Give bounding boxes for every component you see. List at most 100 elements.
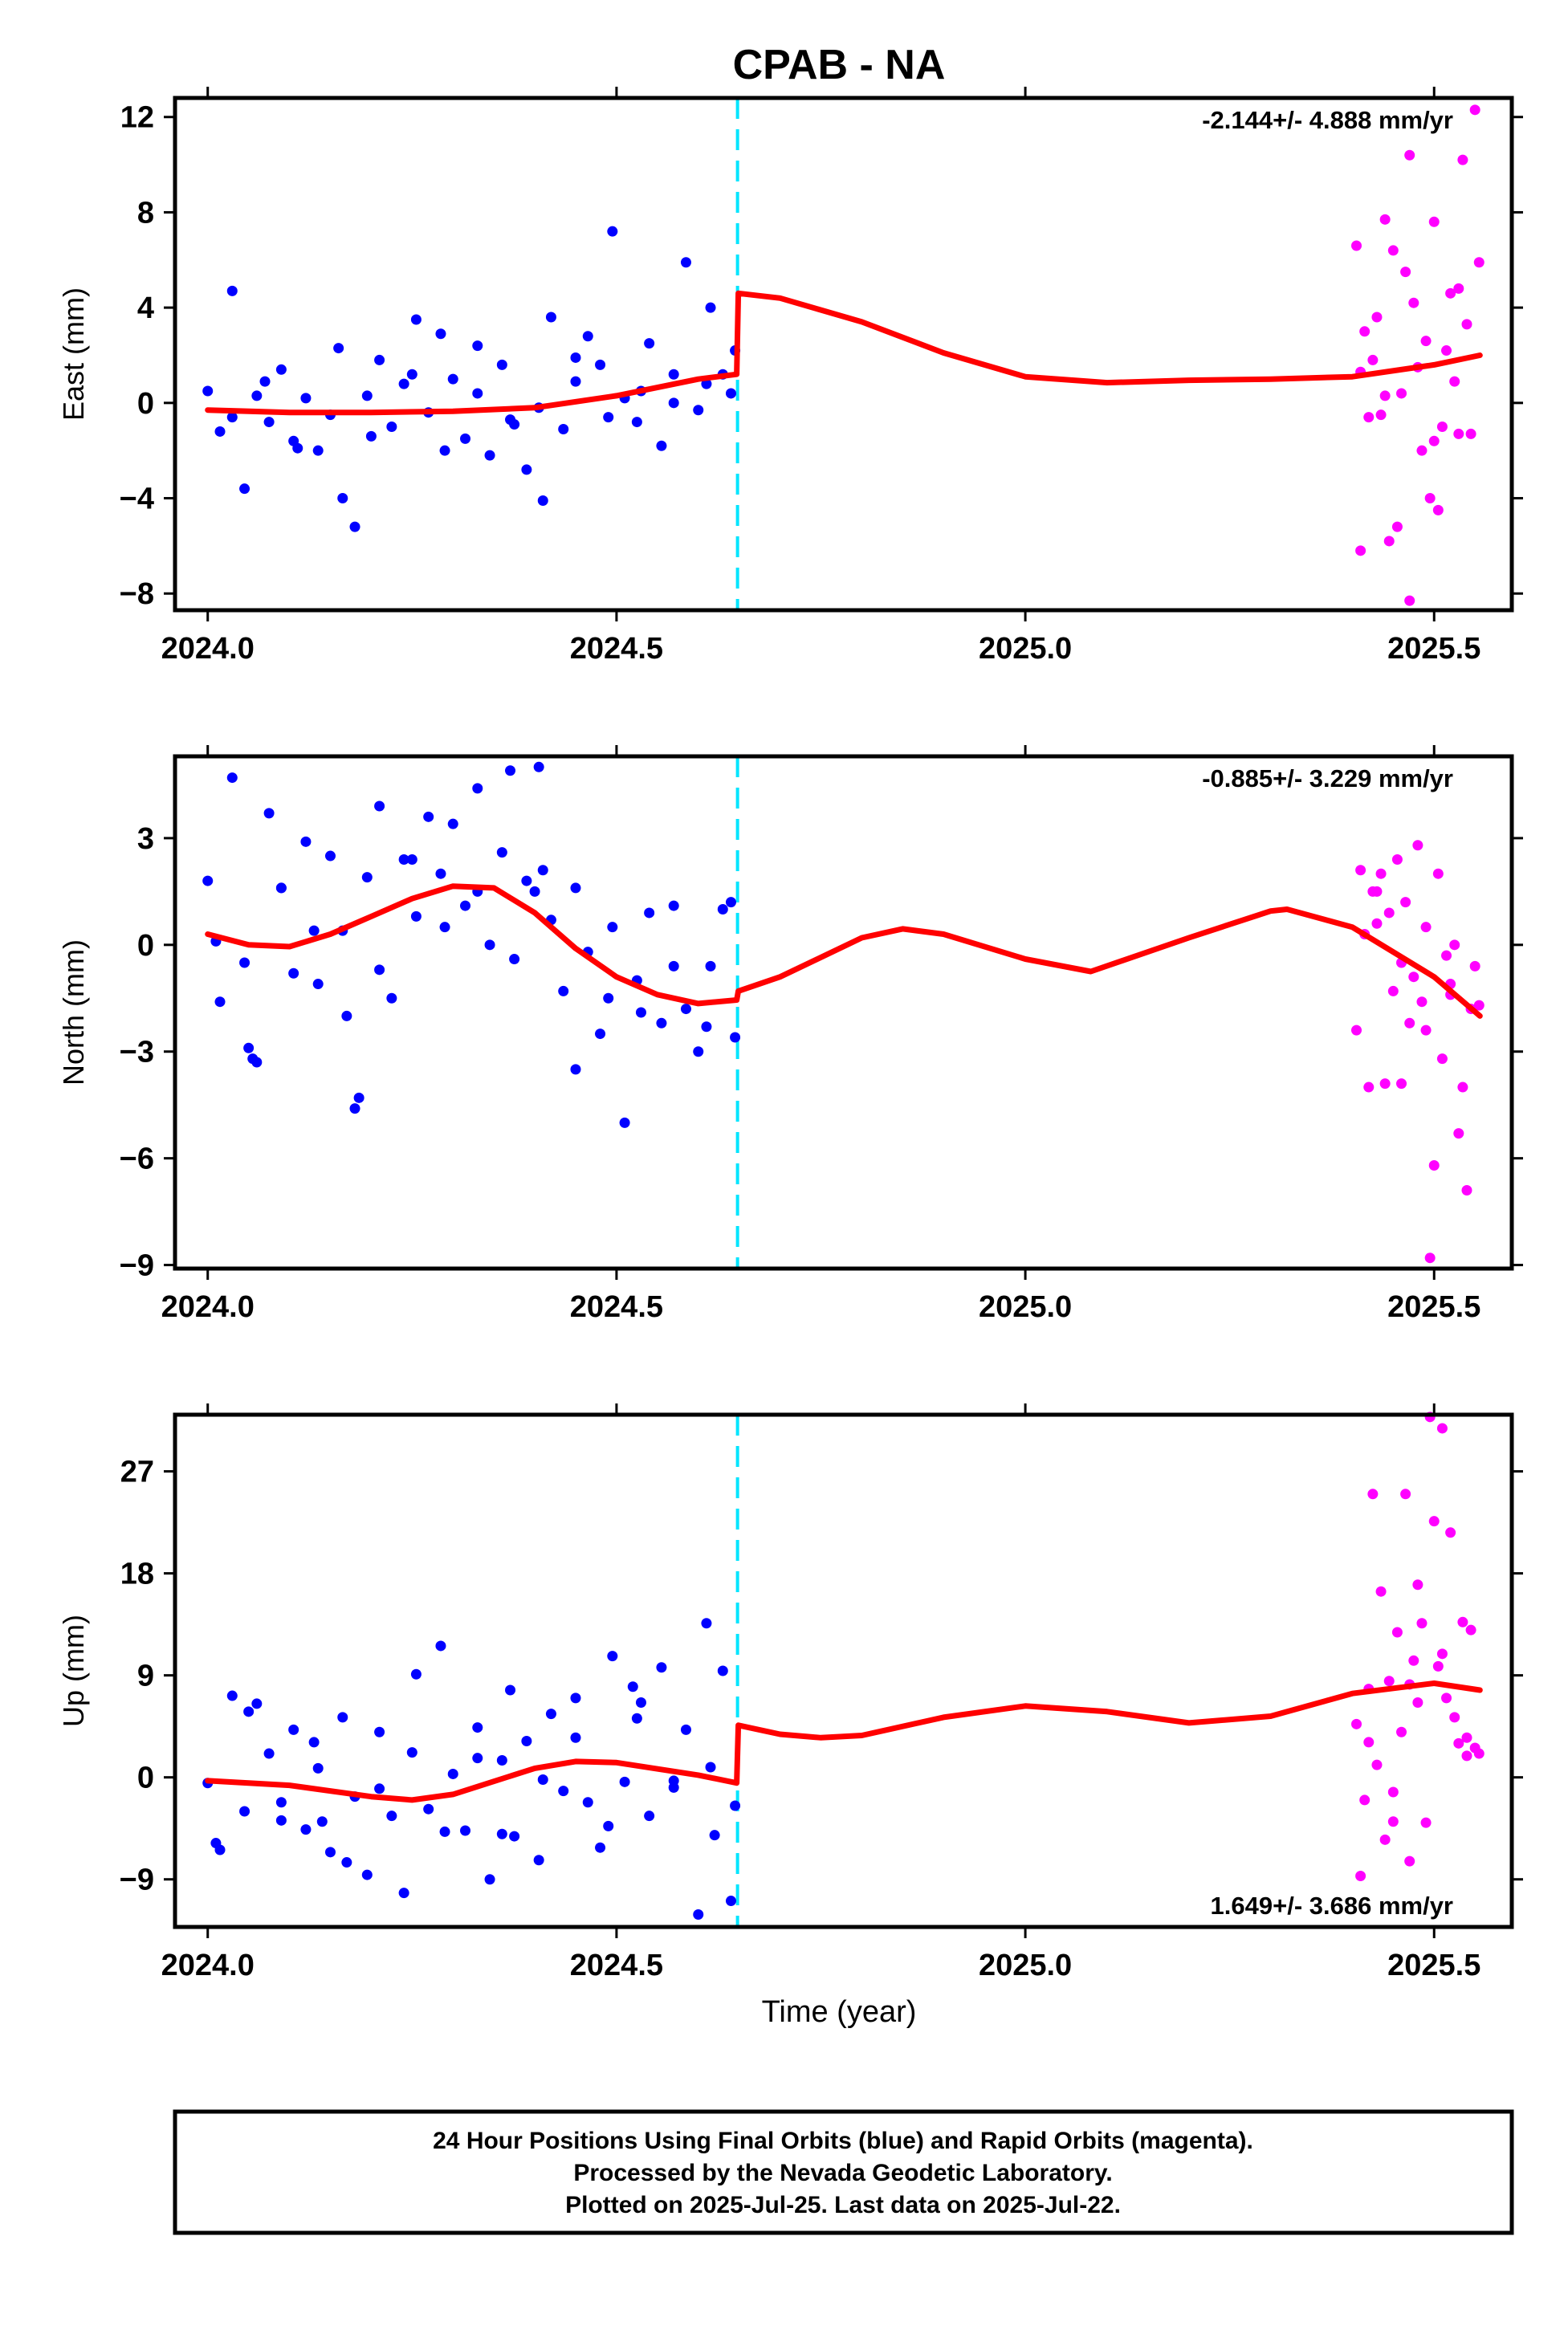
up-final-point: [398, 1888, 409, 1899]
east-final-point: [668, 369, 679, 380]
north-final-point: [668, 960, 679, 972]
up-final-point: [337, 1712, 348, 1723]
north-final-point: [243, 1042, 255, 1053]
north-final-point: [447, 818, 458, 829]
north-final-point: [398, 853, 409, 865]
north-final-point: [439, 922, 450, 933]
up-rapid-point: [1391, 1627, 1403, 1638]
up-rapid-point: [1461, 1732, 1472, 1743]
north-final-point: [529, 886, 540, 897]
north-model-curve: [205, 883, 1483, 1019]
up-final-point: [582, 1797, 593, 1808]
north-rapid-point: [1391, 853, 1403, 865]
up-final-point: [635, 1697, 646, 1709]
east-rapid-point: [1457, 154, 1468, 165]
up-final-point: [627, 1681, 638, 1693]
north-final-point: [435, 868, 446, 879]
up-rapid-point: [1449, 1712, 1460, 1723]
up-final-point: [435, 1640, 446, 1652]
north-final-point: [725, 897, 736, 908]
up-rapid-point: [1379, 1834, 1391, 1845]
footer-line-3: Plotted on 2025-Jul-25. Last data on 202…: [565, 2192, 1121, 2218]
east-final-point: [693, 405, 704, 416]
up-rapid-point: [1432, 1660, 1444, 1672]
north-xtick-label: 2024.0: [161, 1290, 255, 1324]
east-rapid-point: [1465, 428, 1476, 439]
up-final-point: [570, 1732, 581, 1743]
east-ytick-label: 0: [137, 387, 154, 421]
east-rapid-point: [1436, 422, 1448, 433]
north-final-point: [341, 1010, 352, 1021]
up-final-point: [361, 1869, 373, 1880]
up-final-point: [680, 1724, 691, 1735]
east-rapid-point: [1396, 388, 1407, 399]
north-ytick-label: −6: [120, 1143, 154, 1176]
north-final-point: [693, 1046, 704, 1057]
north-rapid-point: [1420, 1024, 1432, 1036]
east-rapid-point: [1420, 336, 1432, 347]
up-final-point: [545, 1709, 556, 1720]
up-rapid-point: [1420, 1817, 1432, 1828]
east-final-point: [537, 495, 548, 506]
east-rapid-point: [1400, 267, 1411, 278]
east-final-point: [214, 426, 226, 437]
up-rapid-point: [1441, 1693, 1452, 1704]
up-model-curve: [205, 1680, 1483, 1803]
north-rapid-point: [1351, 1024, 1362, 1036]
up-final-point: [717, 1665, 728, 1676]
north-final-point: [595, 1029, 606, 1040]
east-final-point: [496, 359, 507, 370]
up-rate-label: 1.649+/- 3.686 mm/yr: [1211, 1892, 1453, 1920]
up-rapid-point: [1387, 1816, 1399, 1827]
up-final-point: [423, 1803, 434, 1815]
east-final-point: [226, 412, 238, 423]
east-rapid-point: [1453, 283, 1464, 294]
north-y-axis-label: North (mm): [57, 939, 90, 1086]
up-y-axis-label: Up (mm): [57, 1615, 90, 1727]
north-final-point: [406, 853, 417, 865]
north-panel: −9 −6 −3 0 3 2024.0 2024.5 2025.0 2025.5 North (m…: [57, 745, 1523, 1324]
north-rapid-point: [1400, 897, 1411, 908]
north-rapid-point: [1371, 918, 1383, 929]
east-final-point: [447, 373, 458, 385]
north-ytick-label: 3: [137, 822, 154, 856]
up-plot-frame: [173, 1412, 1514, 1929]
up-rapid-point: [1408, 1655, 1419, 1666]
up-rapid-point: [1416, 1618, 1427, 1629]
east-final-point: [361, 390, 373, 401]
north-rapid-point: [1408, 972, 1419, 983]
up-final-point: [263, 1748, 275, 1759]
east-final-point: [275, 364, 287, 375]
up-final-point: [374, 1726, 385, 1737]
up-ytick-label: 27: [120, 1456, 154, 1489]
up-final-point: [509, 1831, 520, 1842]
east-plot-frame: [173, 96, 1514, 613]
north-final-point: [603, 992, 614, 1004]
east-final-point: [337, 493, 348, 504]
up-final-point: [730, 1800, 741, 1811]
north-final-point: [247, 1053, 259, 1065]
up-final-point: [275, 1815, 287, 1826]
east-xtick-label: 2025.5: [1387, 632, 1480, 666]
up-final-point: [406, 1747, 417, 1758]
up-final-point: [607, 1651, 618, 1662]
north-rapid-point: [1453, 1128, 1464, 1139]
east-rapid-point: [1383, 536, 1395, 547]
up-final-point: [410, 1668, 422, 1680]
north-final-point: [730, 1032, 741, 1043]
east-final-point: [680, 257, 691, 268]
north-final-point: [214, 996, 226, 1008]
up-final-point: [312, 1762, 324, 1774]
up-final-point: [603, 1820, 614, 1831]
north-rapid-point: [1432, 868, 1444, 879]
north-rate-label: -0.885+/- 3.229 mm/yr: [1202, 764, 1453, 792]
up-rapid-point: [1351, 1718, 1362, 1729]
up-xtick-label: 2025.5: [1387, 1949, 1480, 1982]
east-final-point: [603, 412, 614, 423]
north-final-point: [202, 875, 214, 886]
east-final-point: [595, 359, 606, 370]
east-final-point: [570, 376, 581, 387]
east-rapid-point: [1355, 545, 1366, 556]
east-rapid-point: [1391, 521, 1403, 532]
